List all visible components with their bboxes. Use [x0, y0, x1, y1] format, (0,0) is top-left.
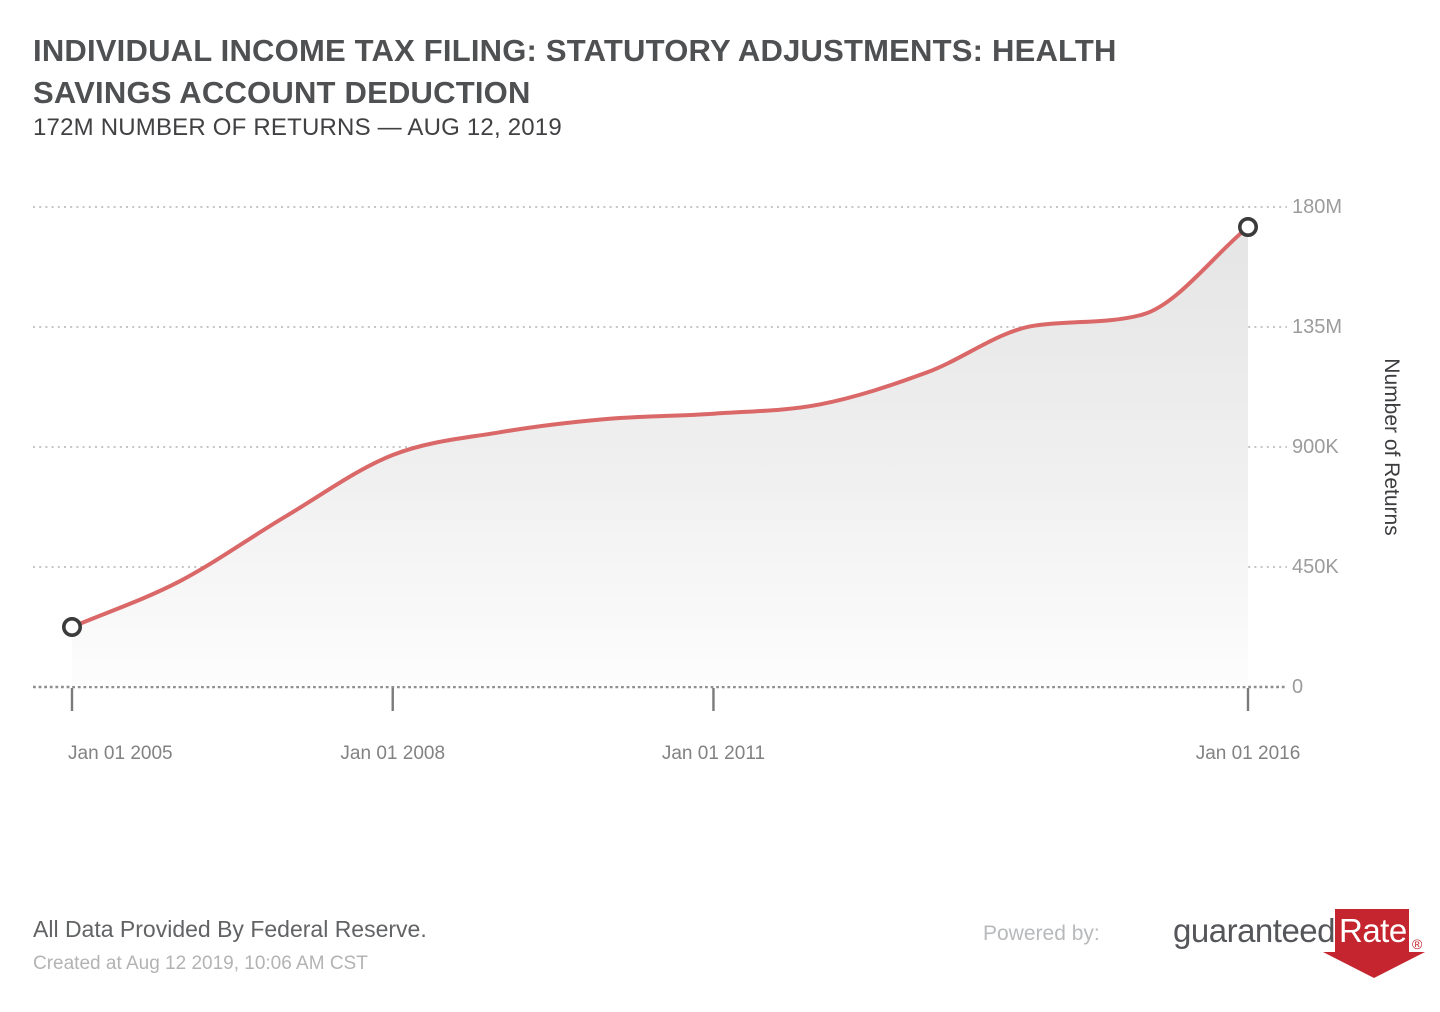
logo-guaranteed-text: guaranteed [1173, 912, 1335, 949]
data-source-note: All Data Provided By Federal Reserve. [33, 916, 427, 942]
y-axis-tick-label: 180M [1292, 196, 1343, 218]
registered-trademark-icon: ® [1412, 936, 1423, 952]
powered-by-label: Powered by: [983, 922, 1100, 945]
y-axis-tick-label: 450K [1292, 556, 1339, 578]
chart-title: INDIVIDUAL INCOME TAX FILING: STATUTORY … [33, 30, 1117, 114]
y-axis-tick-label: 900K [1292, 436, 1339, 458]
chart-title-line-1: INDIVIDUAL INCOME TAX FILING: STATUTORY … [33, 33, 1117, 68]
guaranteed-rate-logo: guaranteed Rate ® [1173, 908, 1425, 978]
chart-subtitle: 172M NUMBER OF RETURNS — AUG 12, 2019 [33, 114, 562, 141]
x-axis-tick-marks [70, 688, 1250, 711]
series-end-marker [1238, 217, 1259, 238]
x-axis-tick-label: Jan 01 2011 [661, 743, 766, 764]
logo-arrow-icon [1323, 952, 1425, 978]
created-timestamp: Created at Aug 12 2019, 10:06 AM CST [33, 953, 368, 974]
x-axis-tick-label: Jan 01 2016 [1195, 743, 1301, 764]
y-axis-tick-label: 0 [1292, 676, 1304, 698]
logo-rate-box: Rate ® [1323, 909, 1425, 978]
chart-title-line-2: SAVINGS ACCOUNT DEDUCTION [33, 75, 531, 110]
y-axis-tick-label: 135M [1292, 316, 1343, 338]
series-start-marker [61, 616, 82, 637]
logo-rate-text: Rate [1339, 912, 1407, 949]
series-line [70, 225, 1250, 629]
x-axis-tick-label: Jan 01 2008 [340, 743, 446, 764]
series-area-fill [72, 227, 1248, 686]
y-axis-title: Number of Returns [1380, 358, 1403, 536]
x-axis-tick-label: Jan 01 2005 [68, 743, 173, 764]
